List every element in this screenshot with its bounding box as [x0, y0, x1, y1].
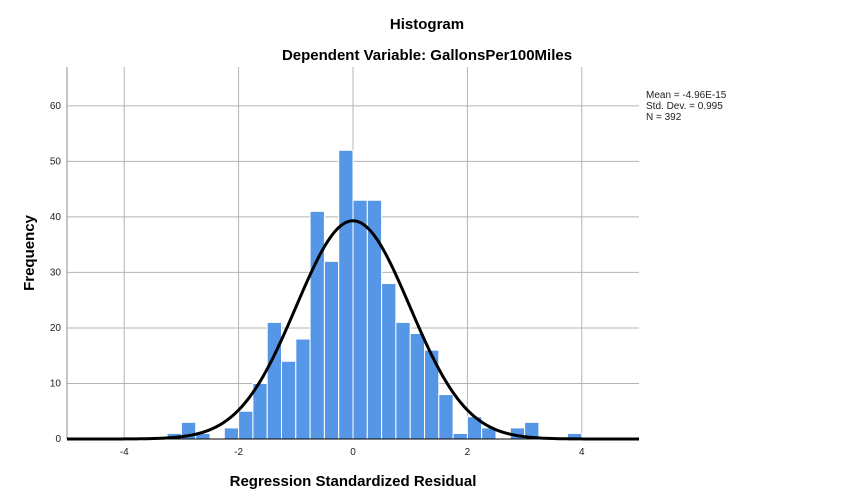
x-axis-label: Regression Standardized Residual [230, 473, 477, 490]
y-tick-label: 60 [50, 101, 62, 112]
y-tick-label: 10 [50, 378, 62, 389]
y-tick-label: 20 [50, 323, 62, 334]
histogram-bar [352, 199, 368, 440]
histogram-bar [452, 432, 468, 440]
bars [166, 149, 583, 440]
y-tick-label: 50 [50, 156, 62, 167]
stat-n: N = 392 [646, 112, 682, 123]
histogram-bar [309, 210, 325, 440]
chart-title: Histogram [390, 16, 464, 33]
normal-curve [67, 219, 639, 441]
y-tick-label: 0 [55, 434, 61, 445]
x-tick-label: -2 [234, 447, 243, 458]
x-tick-label: 4 [579, 447, 585, 458]
y-tick-label: 30 [50, 267, 62, 278]
histogram-bar [295, 338, 311, 440]
histogram-bar [266, 321, 283, 440]
stat-mean: Mean = -4.96E-15 [646, 90, 727, 101]
x-tick-label: 2 [465, 447, 471, 458]
histogram-bar [381, 283, 397, 440]
x-tick-label: 0 [350, 447, 356, 458]
stats-box: Mean = -4.96E-15 Std. Dev. = 0.995 N = 3… [646, 90, 727, 123]
chart-subtitle: Dependent Variable: GallonsPer100Miles [282, 47, 572, 64]
histogram-bar [281, 360, 297, 440]
y-axis-label: Frequency [21, 214, 38, 291]
histogram-bar [395, 321, 411, 440]
histogram-bar [223, 427, 240, 440]
histogram-bar [338, 149, 354, 440]
histogram-bar [409, 333, 426, 440]
normal-curve-layer [67, 219, 639, 441]
x-tick-label: -4 [120, 447, 129, 458]
histogram-bar [323, 260, 340, 440]
stat-std-dev: Std. Dev. = 0.995 [646, 101, 723, 112]
y-tick-label: 40 [50, 212, 62, 223]
histogram-bar [438, 394, 454, 440]
histogram-bar [238, 410, 254, 440]
